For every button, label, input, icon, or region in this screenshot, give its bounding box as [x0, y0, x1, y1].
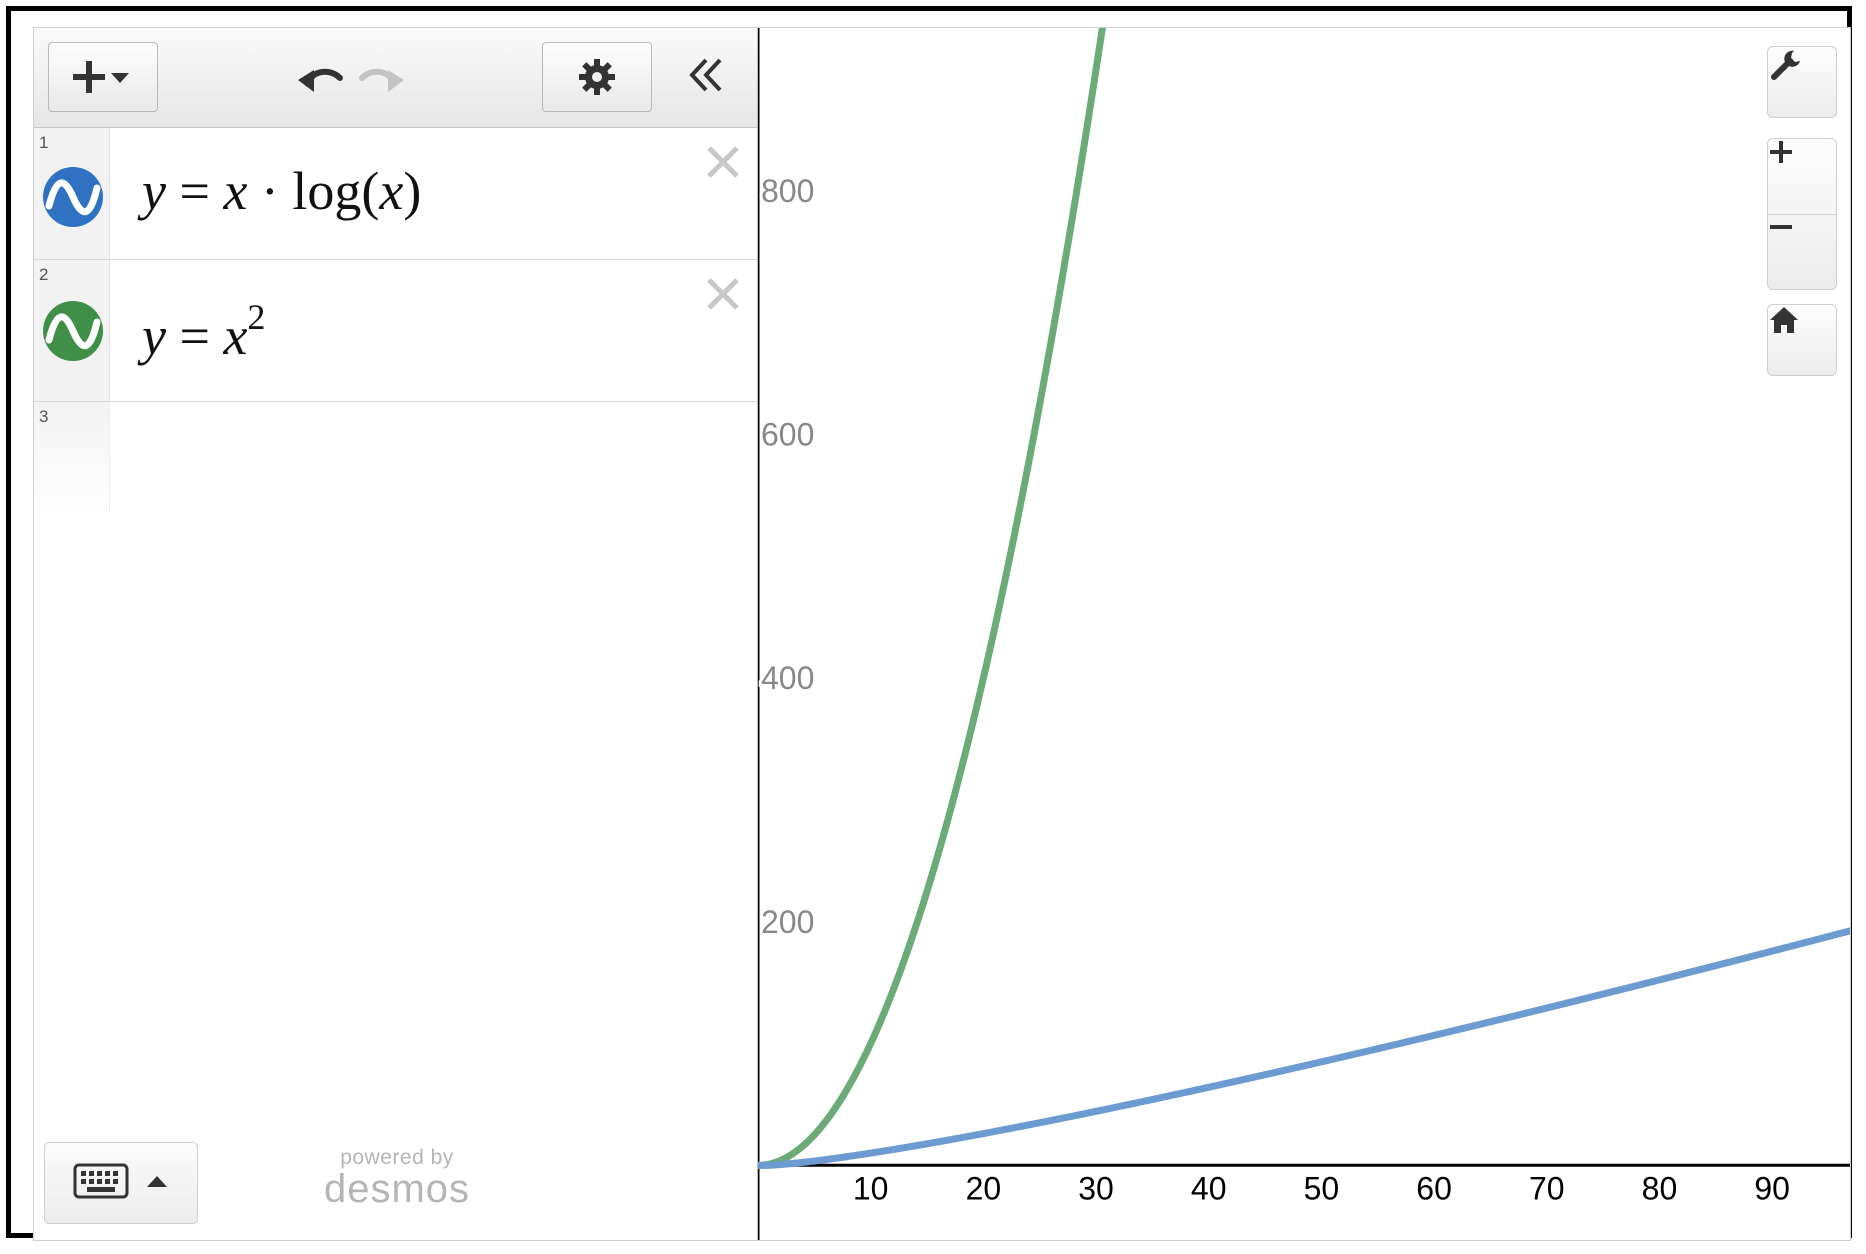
collapse-panel-button[interactable] [684, 52, 730, 98]
new-expression-row[interactable]: 3 [34, 402, 757, 512]
x-tick-label: 80 [1642, 1170, 1678, 1206]
add-item-button[interactable] [48, 42, 158, 112]
undo-icon [296, 68, 346, 102]
double-chevron-left-icon [684, 58, 730, 102]
x-tick-label: 40 [1191, 1170, 1227, 1206]
graphing-calculator: 1 y = x · log(x) [33, 27, 1851, 1241]
expression-index: 2 [39, 265, 49, 284]
delete-expression-button[interactable] [703, 274, 743, 314]
x-tick-label: 70 [1529, 1170, 1565, 1206]
expression-index: 3 [39, 407, 49, 426]
powered-by-desmos-logo[interactable]: powered by desmos [312, 1146, 482, 1211]
desmos-brand-text: desmos [323, 1167, 471, 1211]
graph-paper[interactable]: 10 20 30 40 50 60 70 80 90 200 400 600 800 [758, 28, 1851, 1241]
expression-index: 1 [39, 133, 49, 152]
expression-rhs: = x2 [165, 297, 266, 366]
x-tick-label: 10 [853, 1170, 889, 1206]
redo-icon [356, 68, 406, 102]
expression-lhs: y [142, 161, 166, 221]
plus-dropdown-icon [71, 59, 135, 95]
x-tick-label: 50 [1304, 1170, 1340, 1206]
caret-up-icon [145, 1173, 169, 1194]
graph-settings-button[interactable] [1767, 46, 1837, 118]
powered-by-text: powered by [340, 1146, 454, 1169]
graph-color-toggle-icon[interactable] [42, 166, 104, 233]
expression-latex[interactable]: y = x · log(x) [142, 160, 421, 222]
keyboard-toggle-button[interactable] [44, 1142, 198, 1224]
y-tick-label: 600 [761, 417, 814, 453]
expression-row[interactable]: 2 y = x2 [34, 260, 757, 402]
graph-color-toggle-icon[interactable] [42, 300, 104, 367]
y-tick-label: 400 [761, 660, 814, 696]
keyboard-icon [73, 1163, 129, 1204]
gear-icon [577, 57, 617, 97]
y-tick-label: 800 [761, 173, 814, 209]
zoom-out-button[interactable] [1768, 214, 1836, 289]
graph-canvas[interactable]: 10 20 30 40 50 60 70 80 90 200 400 600 800 [758, 28, 1851, 1241]
zoom-in-button[interactable] [1768, 139, 1836, 215]
close-icon [703, 278, 743, 318]
undo-button[interactable] [296, 58, 346, 98]
series-line-1 [758, 927, 1850, 1169]
settings-button[interactable] [542, 42, 652, 112]
expression-gutter: 2 [34, 260, 110, 401]
x-tick-label: 90 [1754, 1170, 1790, 1206]
close-icon [703, 146, 743, 186]
expression-latex[interactable]: y = x2 [142, 297, 266, 367]
delete-expression-button[interactable] [703, 142, 743, 182]
expression-gutter: 3 [34, 402, 110, 512]
default-viewport-button[interactable] [1767, 304, 1837, 376]
x-tick-label: 30 [1078, 1170, 1114, 1206]
redo-button[interactable] [356, 58, 406, 98]
expression-toolbar [34, 28, 757, 128]
expression-lhs: y [142, 306, 166, 366]
x-tick-label: 20 [966, 1170, 1002, 1206]
zoom-controls [1767, 138, 1837, 290]
expression-rhs: = x · log(x) [165, 161, 422, 221]
x-tick-label: 60 [1416, 1170, 1452, 1206]
series-line-2 [758, 28, 1106, 1169]
expression-gutter: 1 [34, 128, 110, 259]
expression-panel: 1 y = x · log(x) [34, 28, 758, 1240]
y-tick-label: 200 [761, 904, 814, 940]
expression-row[interactable]: 1 y = x · log(x) [34, 128, 757, 260]
